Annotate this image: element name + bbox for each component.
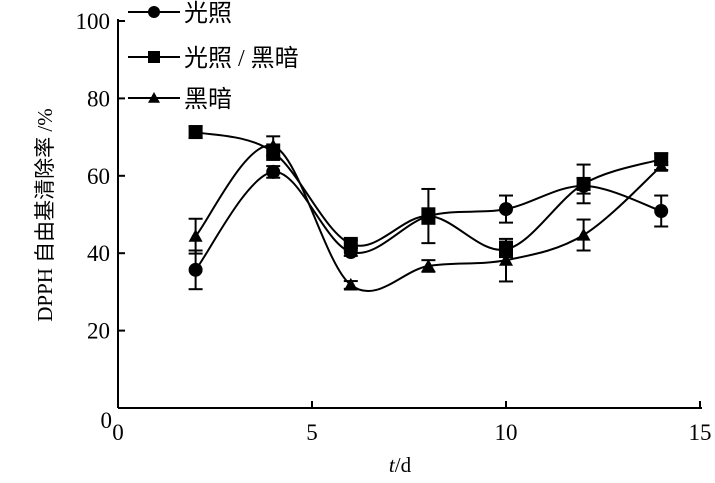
circle-marker	[148, 6, 160, 18]
triangle-marker	[266, 139, 281, 152]
triangle-marker	[148, 92, 160, 103]
legend-label: 光照	[184, 0, 232, 27]
circle-marker	[654, 204, 669, 219]
axes: 0 5 10 15 0 20 40 60 80 100	[76, 9, 712, 445]
x-axis-label: t/d	[389, 453, 412, 477]
legend-label: 光照 / 黑暗	[184, 45, 299, 72]
series-triangle	[188, 135, 669, 292]
x-axis-label-unit: /d	[395, 453, 412, 477]
x-axis-label-var: t	[389, 453, 396, 477]
circle-marker	[266, 164, 281, 179]
x-tick-label: 15	[689, 420, 712, 445]
circle-marker	[188, 262, 203, 277]
series-square	[188, 125, 669, 259]
square-marker	[576, 176, 591, 191]
x-tick-label: 10	[495, 420, 518, 445]
square-marker	[421, 209, 436, 224]
triangle-marker	[421, 258, 436, 272]
triangle-marker	[499, 253, 513, 266]
triangle-marker	[654, 159, 669, 172]
legend-item: 黑暗	[128, 86, 232, 113]
triangle-marker	[576, 228, 591, 241]
y-tick-label: 60	[87, 164, 110, 189]
y-axis-label: DPPH 自由基清除率 /%	[33, 108, 57, 322]
legend-item: 光照	[128, 0, 232, 27]
square-marker	[343, 236, 358, 251]
y-tick-label: 40	[87, 241, 110, 266]
legend-item: 光照 / 黑暗	[128, 45, 299, 72]
x-tick-label: 5	[306, 420, 318, 445]
x-tick-label: 0	[112, 420, 124, 445]
square-marker	[148, 51, 160, 63]
square-marker	[188, 125, 203, 140]
triangle-marker	[343, 277, 358, 291]
triangle-marker	[188, 229, 203, 242]
y-tick-label: 100	[76, 9, 111, 34]
y-tick-label: 20	[87, 319, 110, 344]
y-tick-label: 0	[101, 408, 113, 433]
circle-marker	[499, 202, 513, 217]
legend-label: 黑暗	[184, 86, 232, 113]
series-layer	[188, 125, 669, 292]
y-tick-label: 80	[87, 86, 110, 111]
